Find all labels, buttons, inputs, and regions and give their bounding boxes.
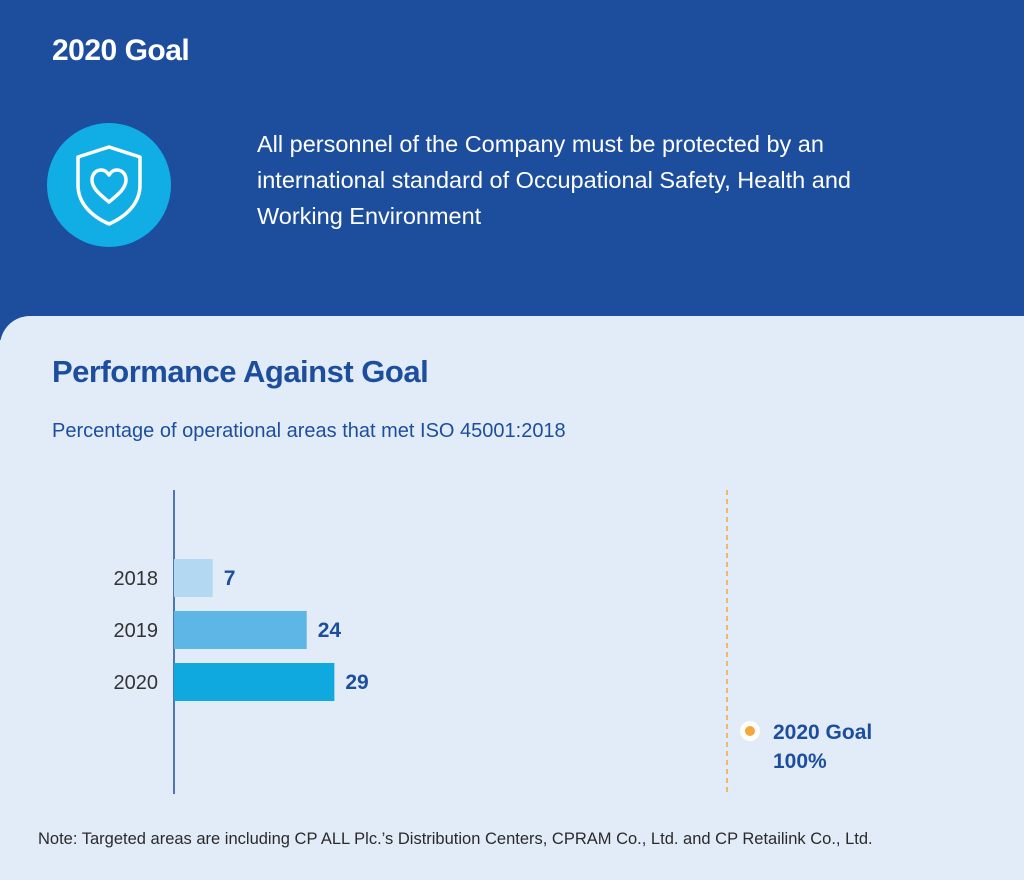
value-label-2019: 24 [318,619,342,642]
category-label-2019: 2019 [114,620,159,642]
bar-2018 [174,559,213,597]
goal-marker-label: 2020 Goal 100% [773,718,872,776]
performance-subtitle: Percentage of operational areas that met… [52,420,566,442]
goal-marker-dot [740,721,760,741]
value-label-2018: 7 [224,567,236,590]
category-label-2018: 2018 [114,568,159,590]
goal-header [0,0,1024,340]
bar-2019 [174,611,307,649]
performance-title: Performance Against Goal [52,354,429,389]
category-label-2020: 2020 [114,672,159,694]
value-label-2020: 29 [345,671,368,694]
goal-header-title: 2020 Goal [52,34,190,67]
footnote: Note: Targeted areas are including CP AL… [38,830,873,848]
goal-description: All personnel of the Company must be pro… [257,131,851,229]
performance-panel [0,316,1024,880]
performance-bar-chart: 2018 7 2019 24 2020 29 [114,490,728,794]
goal-marker-value: 100% [773,750,827,773]
shield-heart-icon [47,123,171,247]
goal-marker-title: 2020 Goal [773,721,873,744]
bar-2020 [174,663,335,701]
